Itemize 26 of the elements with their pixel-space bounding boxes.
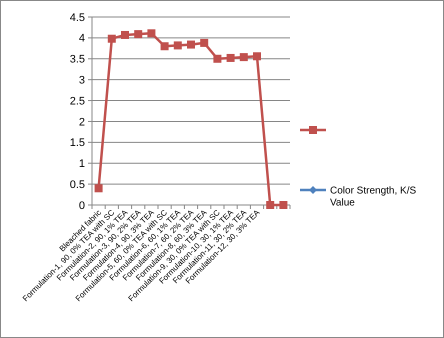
y-tick-label: 4 — [78, 32, 85, 45]
point — [174, 41, 182, 50]
y-tick-label: 2.5 — [70, 95, 85, 108]
y-tick-label: 0.5 — [70, 178, 85, 191]
point — [94, 184, 103, 192]
point — [200, 38, 208, 47]
point — [147, 29, 156, 38]
y-tick-label: 3 — [78, 74, 85, 87]
point — [121, 30, 129, 39]
y-tick-label: 4.5 — [70, 12, 85, 24]
y-tick-label: 2 — [78, 116, 85, 128]
point — [240, 53, 248, 62]
point — [279, 201, 288, 209]
point — [160, 42, 169, 50]
y-tick-label: 3.5 — [70, 54, 85, 66]
point — [134, 30, 142, 38]
y-tick-label: 0 — [78, 200, 85, 212]
point — [253, 52, 261, 60]
point — [108, 34, 116, 43]
point — [226, 54, 235, 62]
y-tick-label: 1 — [78, 158, 85, 170]
legend-label: Color Strength, K/S Value — [330, 186, 416, 208]
y-tick-label: 1.5 — [70, 137, 85, 150]
point — [187, 40, 195, 49]
point — [266, 201, 274, 209]
point — [213, 54, 222, 63]
